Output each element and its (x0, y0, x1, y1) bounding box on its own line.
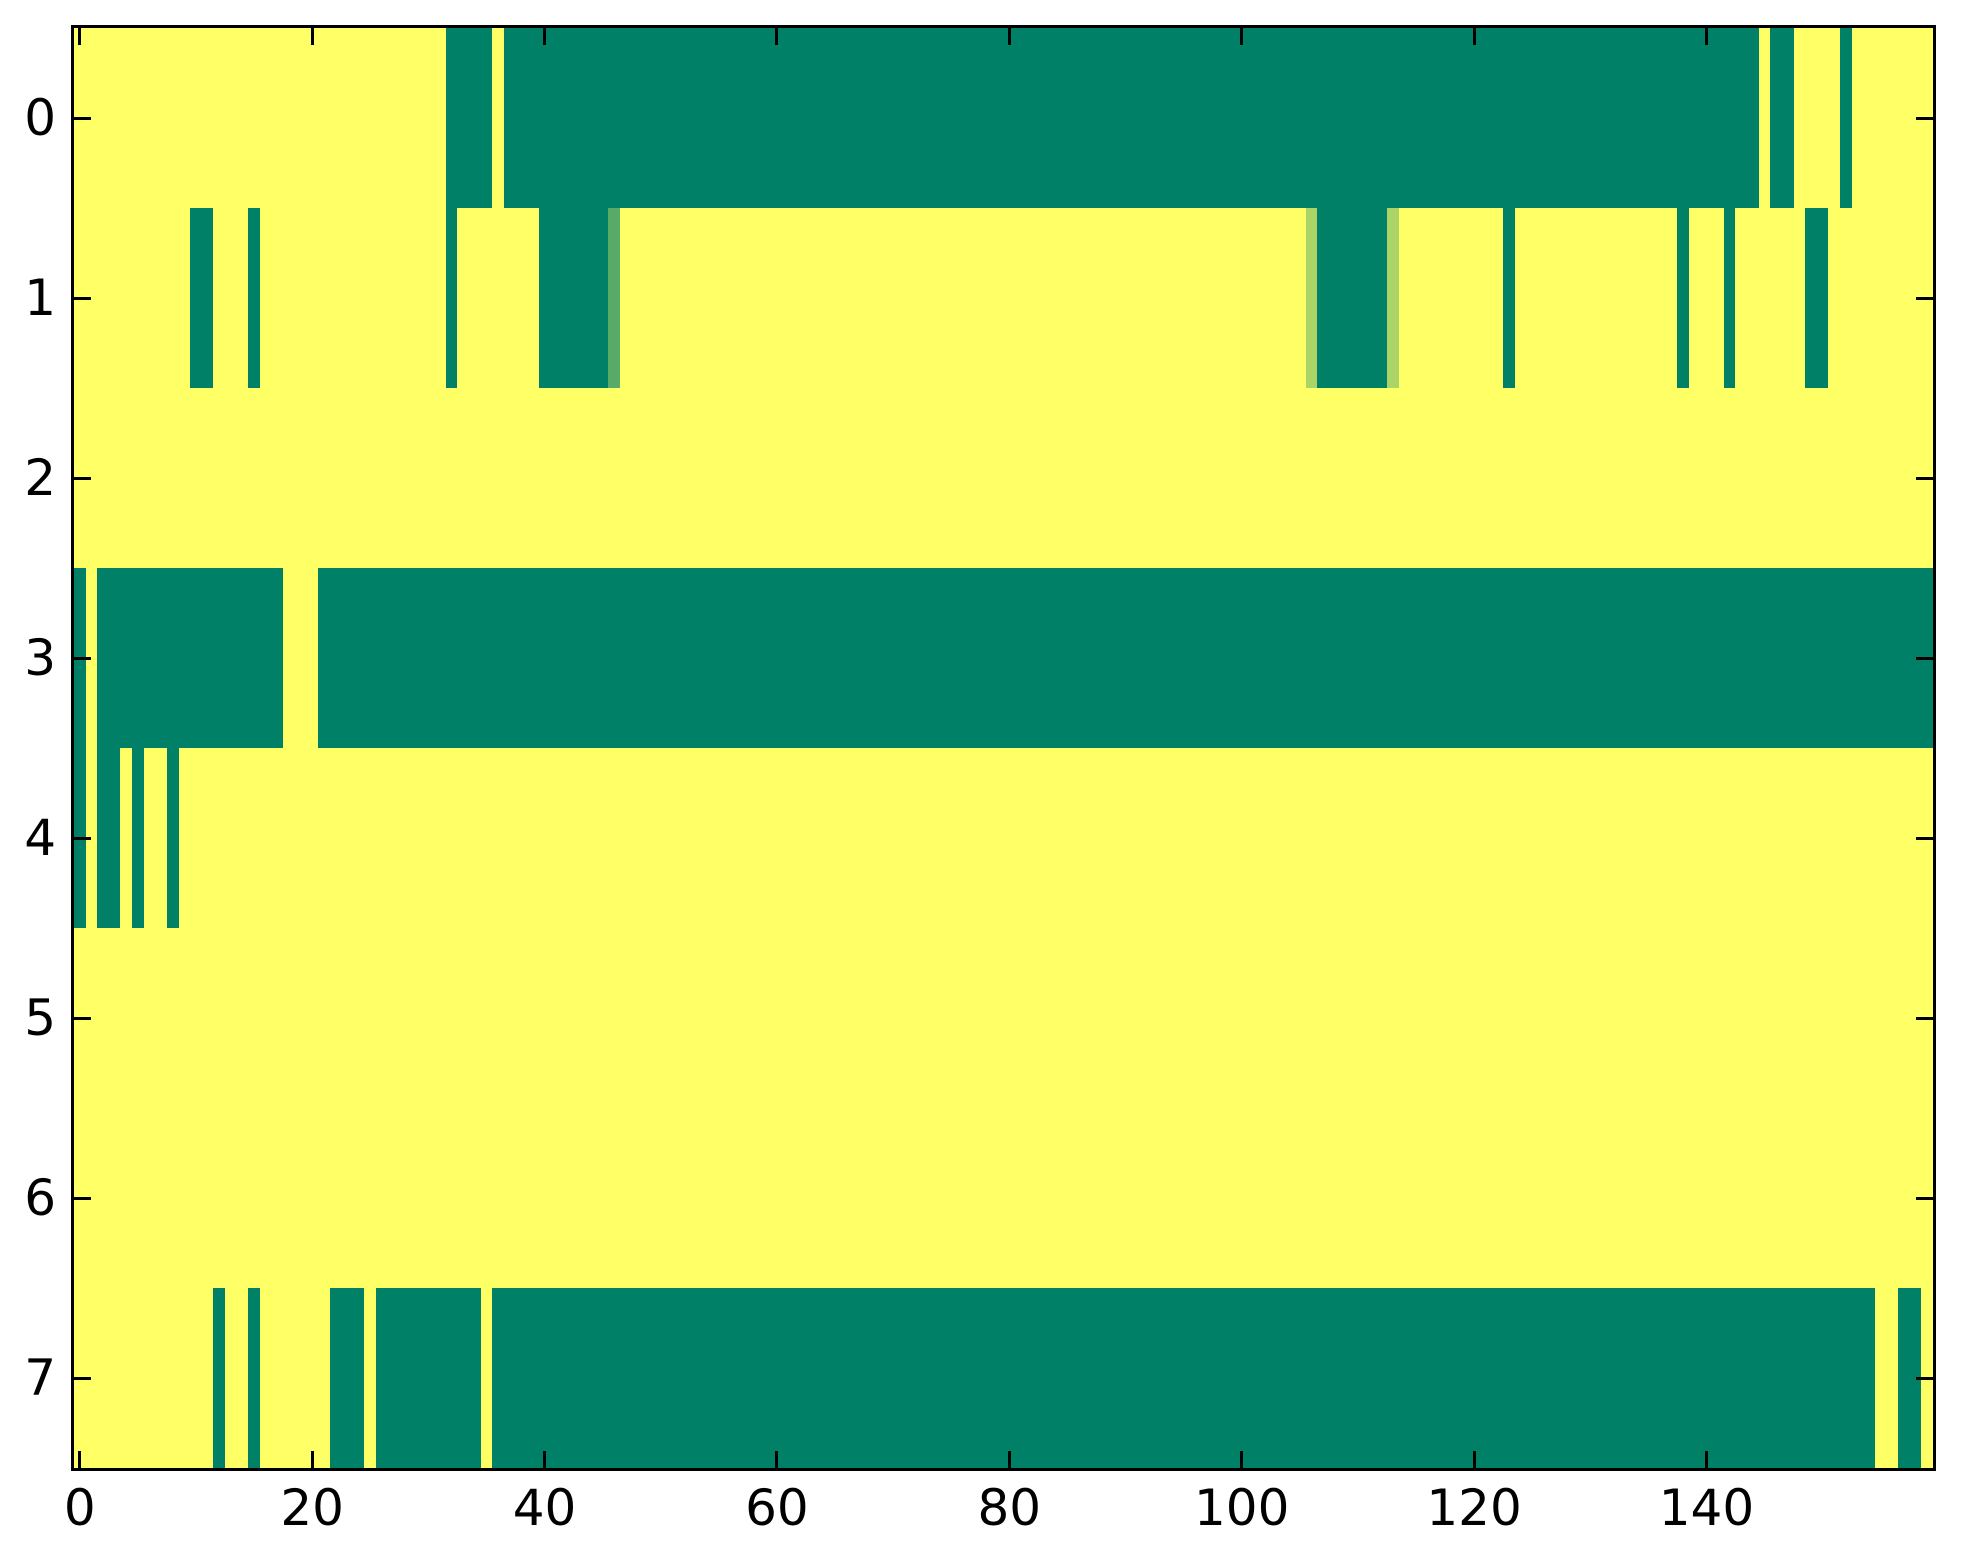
heatmap-segment (213, 1288, 226, 1468)
y-tick-mark (1916, 656, 1933, 660)
y-tick-mark (1916, 1016, 1933, 1020)
x-tick-label: 20 (280, 1479, 344, 1537)
x-tick-mark (1007, 28, 1011, 45)
heatmap-row-5 (74, 928, 1933, 1108)
y-tick-mark (74, 656, 91, 660)
heatmap-segment (538, 208, 609, 388)
y-tick-mark (1916, 836, 1933, 840)
heatmap-segment (445, 208, 458, 388)
heatmap-segment (503, 28, 1759, 208)
x-tick-label: 100 (1193, 1479, 1290, 1537)
heatmap-segment (1677, 208, 1689, 388)
y-tick-label: 1 (24, 269, 56, 327)
heatmap-segment (317, 568, 1933, 748)
y-tick-label: 6 (24, 1169, 56, 1227)
x-tick-mark (543, 1451, 547, 1468)
heatmap-segment (1805, 208, 1829, 388)
heatmap-segment (248, 208, 260, 388)
x-tick-label: 60 (745, 1479, 809, 1537)
heatmap-segment (492, 1288, 1875, 1468)
x-tick-mark (310, 1451, 314, 1468)
heatmap-segment (1840, 28, 1852, 208)
x-tick-mark (1240, 1451, 1244, 1468)
x-tick-mark (1704, 28, 1708, 45)
y-tick-mark (1916, 296, 1933, 300)
y-tick-label: 3 (24, 629, 56, 687)
y-tick-mark (1916, 476, 1933, 480)
heatmap-segment (1503, 208, 1515, 388)
heatmap-segment (1317, 208, 1387, 388)
x-tick-mark (775, 28, 779, 45)
heatmap-segment (97, 748, 121, 928)
heatmap-segment (608, 208, 621, 388)
x-tick-mark (1240, 28, 1244, 45)
heatmap-row-3 (74, 568, 1933, 748)
y-tick-mark (74, 836, 91, 840)
y-tick-label: 2 (24, 449, 56, 507)
x-tick-label: 140 (1658, 1479, 1755, 1537)
x-tick-mark (310, 28, 314, 45)
heatmap-row-0 (74, 28, 1933, 208)
heatmap-segment (1770, 28, 1794, 208)
heatmap-row-7 (74, 1288, 1933, 1468)
heatmap-segment (190, 208, 214, 388)
x-tick-label: 120 (1426, 1479, 1522, 1537)
x-tick-label: 40 (512, 1479, 577, 1537)
x-tick-mark (1704, 1451, 1708, 1468)
heatmap-segment (132, 748, 144, 928)
x-tick-mark (775, 1451, 779, 1468)
heatmap-segment (445, 28, 493, 208)
heatmap-row-4 (74, 748, 1933, 928)
y-tick-label: 5 (24, 989, 56, 1047)
y-tick-mark (1916, 1376, 1933, 1380)
y-tick-mark (1916, 116, 1933, 120)
heatmap-segment (248, 1288, 260, 1468)
y-tick-mark (74, 1196, 91, 1200)
plot-area (71, 25, 1936, 1471)
x-tick-mark (78, 1451, 82, 1468)
y-tick-mark (74, 476, 91, 480)
y-tick-mark (74, 1376, 91, 1380)
y-tick-mark (74, 1016, 91, 1020)
x-tick-label: 0 (63, 1479, 96, 1537)
heatmap-segment (329, 1288, 365, 1468)
y-tick-label: 0 (24, 89, 56, 147)
y-tick-mark (1916, 1196, 1933, 1200)
heatmap-segment (1305, 208, 1318, 388)
heatmap-row-1 (74, 208, 1933, 388)
x-tick-mark (1472, 28, 1476, 45)
y-tick-label: 4 (24, 809, 56, 867)
x-tick-mark (543, 28, 547, 45)
x-tick-mark (78, 28, 82, 45)
y-tick-mark (74, 116, 91, 120)
x-tick-mark (1007, 1451, 1011, 1468)
heatmap-segment (1898, 1288, 1922, 1468)
heatmap-row-6 (74, 1108, 1933, 1288)
y-tick-mark (74, 296, 91, 300)
heatmap-segment (1386, 208, 1399, 388)
heatmap-segment (1723, 208, 1736, 388)
x-tick-mark (1472, 1451, 1476, 1468)
heatmap-segment (166, 748, 179, 928)
heatmap-segment (97, 568, 284, 748)
heatmap-segment (376, 1288, 481, 1468)
heatmap-row-2 (74, 388, 1933, 568)
x-tick-label: 80 (977, 1479, 1042, 1537)
y-tick-label: 7 (24, 1349, 56, 1407)
